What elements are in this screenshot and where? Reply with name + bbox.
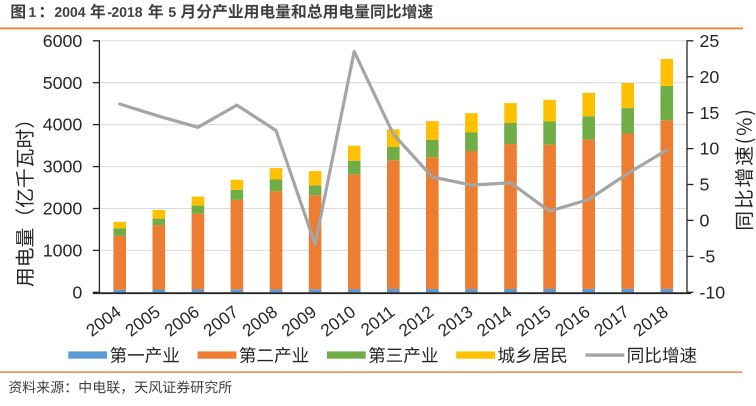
svg-text:25: 25 [700, 31, 720, 51]
svg-text:5000: 5000 [43, 73, 83, 93]
svg-text:0: 0 [72, 282, 82, 302]
svg-text:15: 15 [700, 103, 720, 123]
svg-text:-10: -10 [700, 282, 726, 302]
svg-text:0: 0 [700, 211, 710, 231]
svg-text:-5: -5 [700, 247, 716, 267]
svg-text:6000: 6000 [43, 31, 83, 51]
svg-text:10: 10 [700, 139, 720, 159]
svg-text:4000: 4000 [43, 115, 83, 135]
svg-text:5: 5 [700, 175, 710, 195]
svg-text:3000: 3000 [43, 157, 83, 177]
svg-text:1000: 1000 [43, 241, 83, 261]
svg-text:20: 20 [700, 67, 720, 87]
svg-text:2000: 2000 [43, 199, 83, 219]
